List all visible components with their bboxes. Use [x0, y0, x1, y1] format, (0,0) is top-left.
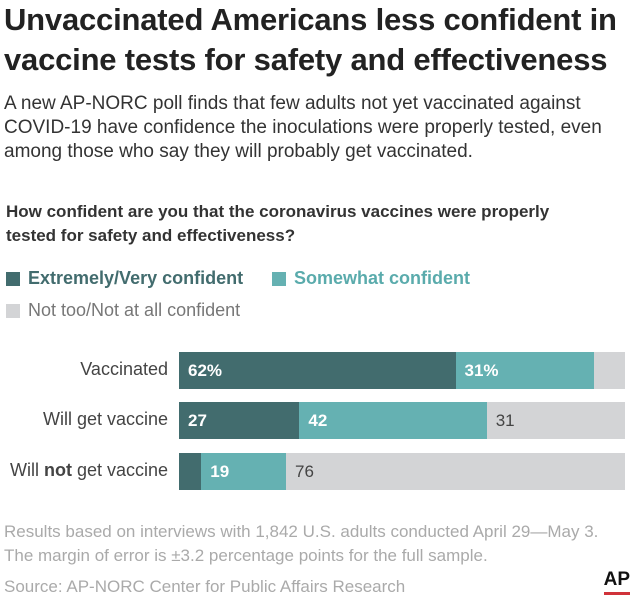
chart-subtitle: A new AP-NORC poll finds that few adults…: [4, 92, 636, 164]
legend-label: Extremely/Very confident: [28, 268, 244, 288]
category-label: Vaccinated: [80, 359, 168, 380]
question-line: tested for safety and effectiveness?: [6, 226, 296, 245]
footnote-line: Results based on interviews with 1,842 U…: [4, 522, 599, 541]
bar-segment: 31: [486, 402, 625, 439]
survey-question: How confident are you that the coronavir…: [6, 200, 549, 248]
legend-label: Somewhat confident: [294, 268, 471, 288]
question-line: How confident are you that the coronavir…: [6, 202, 550, 221]
legend-label: Not too/Not at all confident: [28, 300, 241, 320]
bar-segment: 19: [201, 453, 287, 490]
subtitle-line: among those who say they will probably g…: [4, 141, 473, 162]
bar-segment: 31%: [455, 352, 594, 389]
bar-segment: [179, 453, 202, 490]
legend-swatch: [272, 271, 286, 286]
subtitle-line: COVID-19 have confidence the inoculation…: [4, 117, 602, 138]
bar-segment: [593, 352, 625, 389]
data-label: 76: [295, 461, 314, 481]
legend-item-not: Not too/Not at all confident: [6, 300, 240, 321]
data-label: 42: [308, 410, 328, 430]
data-label: 27: [188, 410, 207, 430]
category-label-part: Will: [9, 460, 44, 480]
legend-item-very: Extremely/Very confident: [6, 268, 243, 289]
footnote-line: The margin of error is ±3.2 percentage p…: [4, 546, 488, 565]
chart-title: Unvaccinated Americans less confident in…: [4, 0, 617, 80]
bar-segment: 62%: [179, 352, 456, 389]
data-label: 31: [495, 410, 515, 430]
category-label-part: Vaccinated: [80, 359, 168, 379]
footnote: Results based on interviews with 1,842 U…: [4, 520, 598, 568]
category-label: Will get vaccine: [43, 409, 168, 430]
bar-segment: 76: [286, 453, 625, 490]
title-line: Unvaccinated Americans less confident in: [4, 2, 617, 37]
data-label: 19: [210, 461, 230, 481]
ap-logo: AP: [603, 570, 630, 595]
data-label: 62%: [188, 360, 223, 380]
bar-row: 27 42 31: [179, 402, 625, 439]
category-label: Will not get vaccine: [10, 460, 168, 481]
title-line: vaccine tests for safety and effectivene…: [4, 42, 608, 77]
bar-row: 19 76: [179, 453, 625, 490]
legend-item-somewhat: Somewhat confident: [272, 268, 470, 289]
source: Source: AP-NORC Center for Public Affair…: [4, 577, 406, 596]
data-label: 31%: [464, 360, 499, 380]
category-label-part: Will get vaccine: [42, 409, 168, 429]
legend-swatch: [6, 303, 20, 318]
bar-row: 62% 31%: [179, 352, 625, 389]
bar-segment: 27: [179, 402, 300, 439]
bar-segment: 42: [299, 402, 487, 439]
category-label-part: not: [43, 460, 72, 480]
category-label-part: get vaccine: [71, 460, 168, 480]
subtitle-line: A new AP-NORC poll finds that few adults…: [4, 93, 581, 114]
legend-swatch: [6, 271, 20, 286]
